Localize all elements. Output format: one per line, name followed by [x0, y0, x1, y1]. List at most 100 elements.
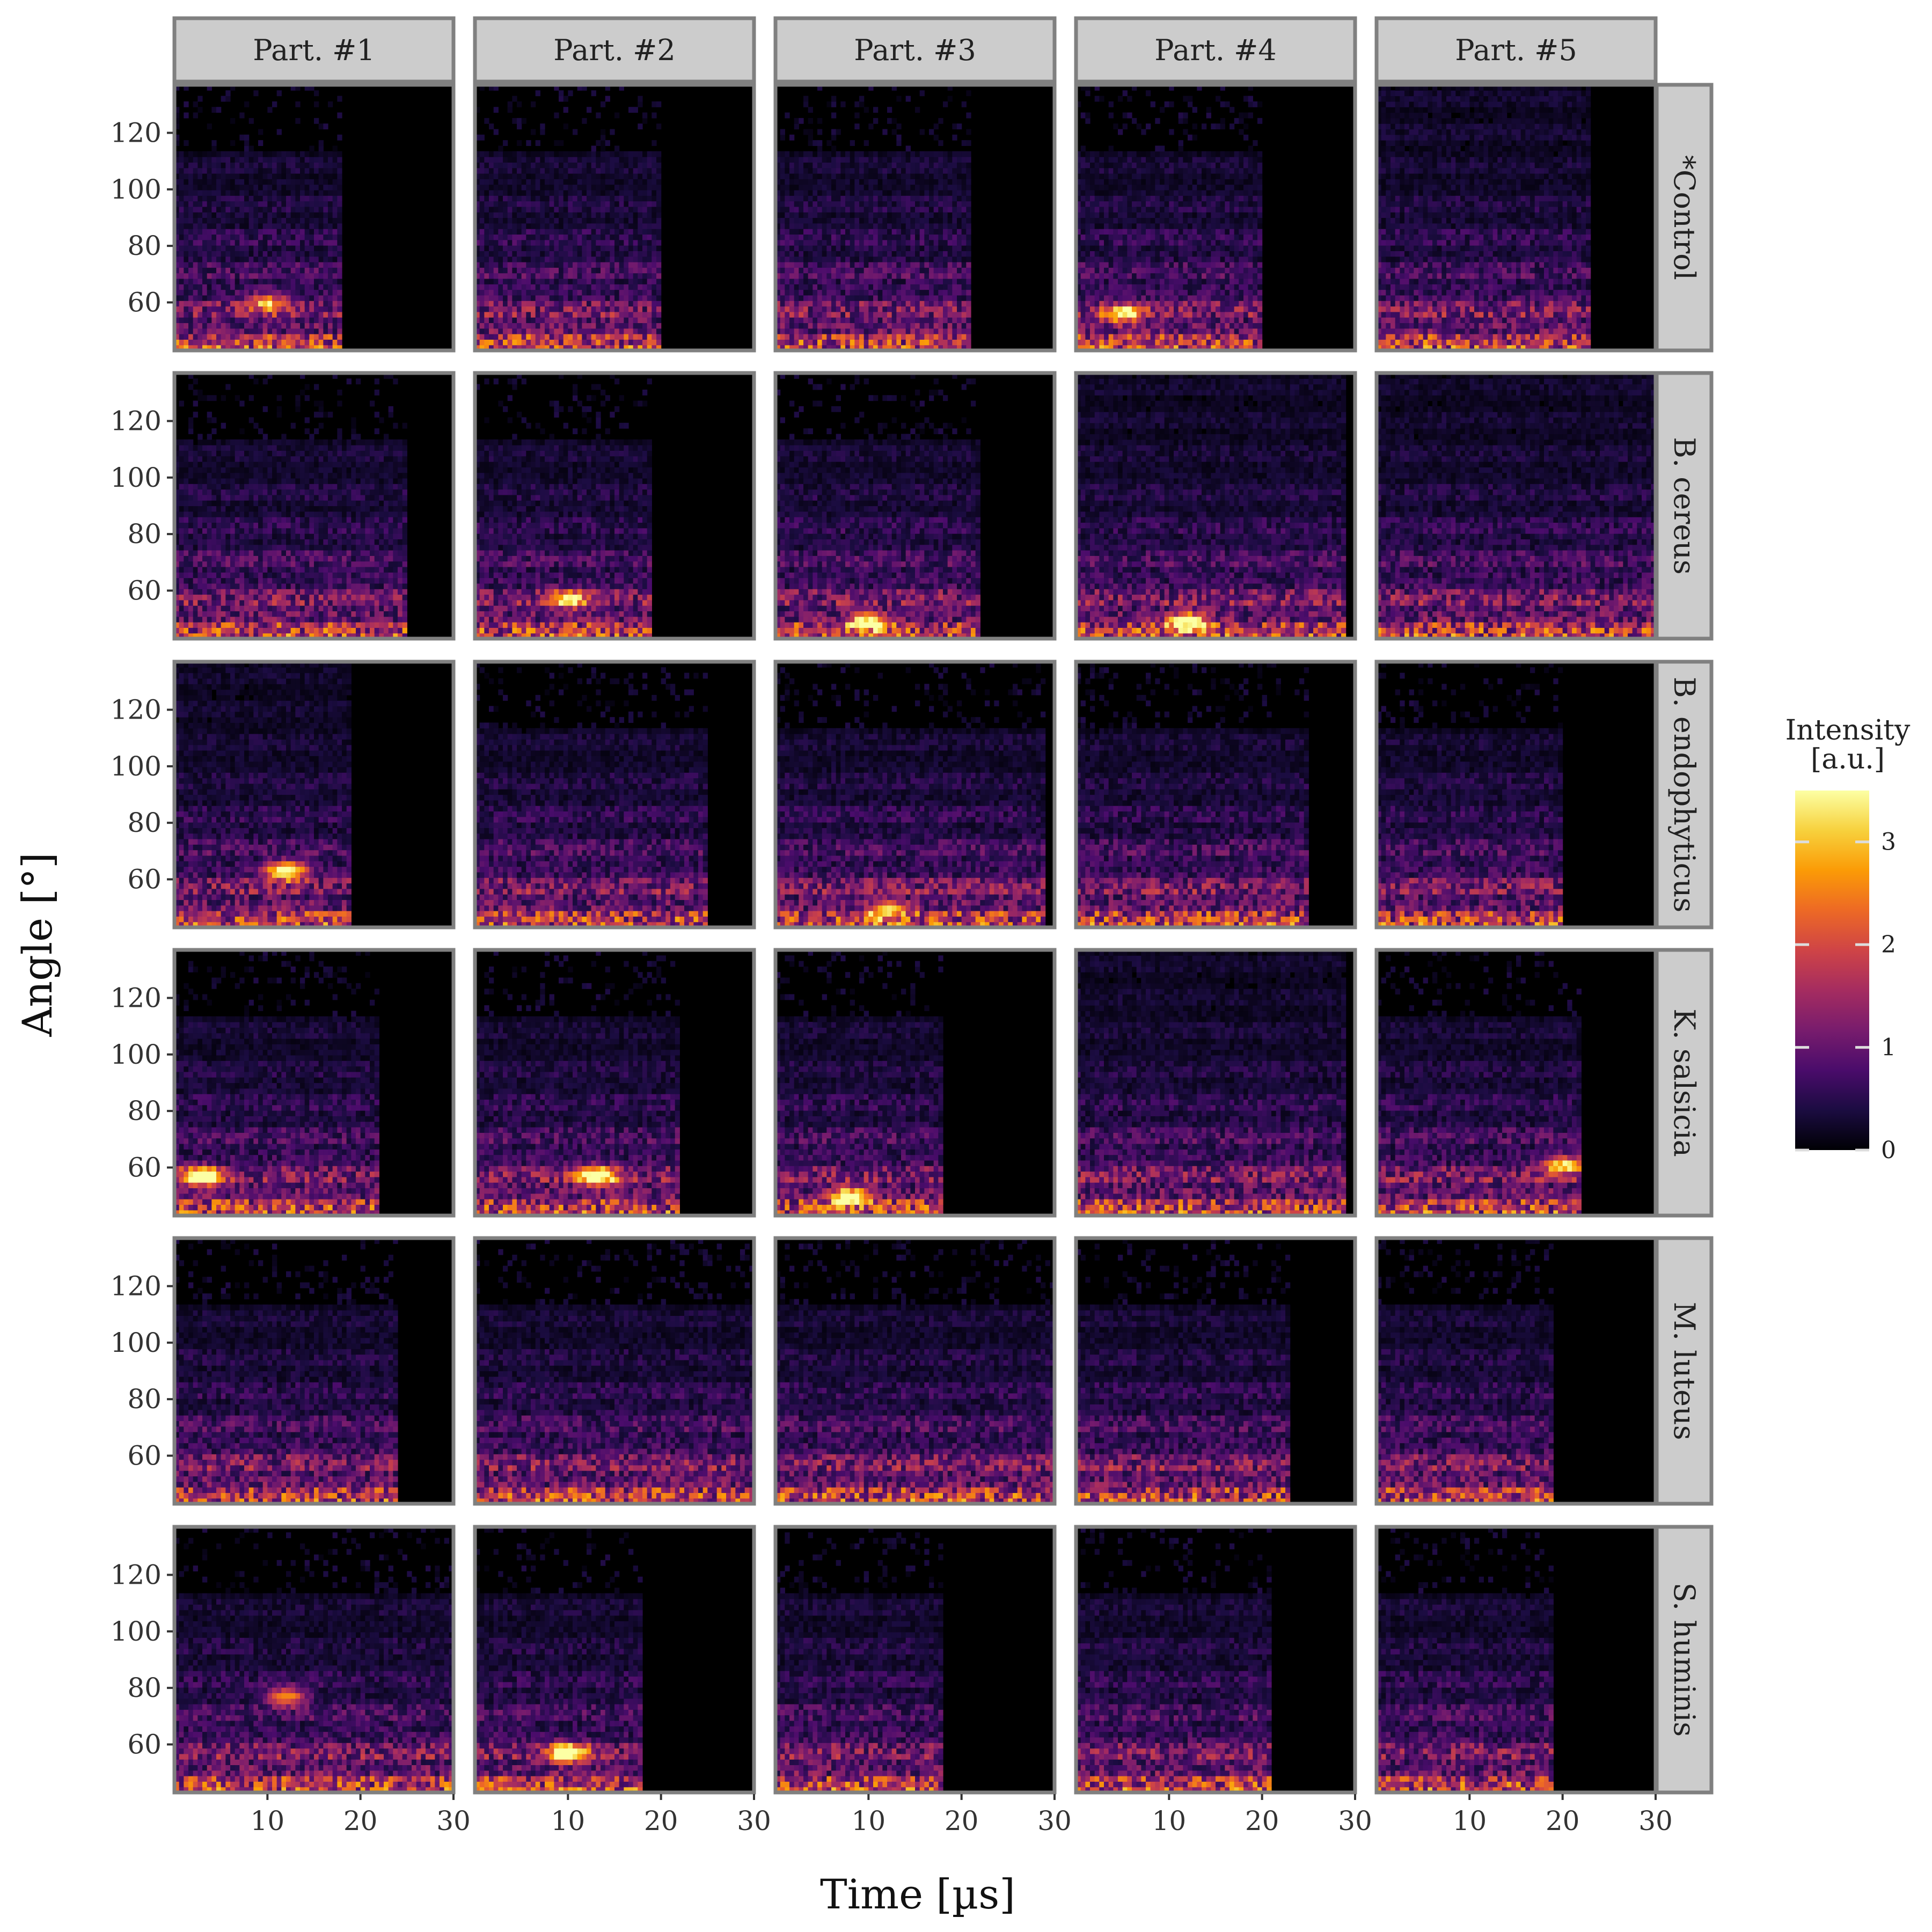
heatmap-cell	[656, 157, 662, 163]
heatmap-cell	[517, 173, 522, 179]
heatmap-cell	[248, 339, 254, 346]
heatmap-cell	[929, 295, 934, 301]
heatmap-cell	[484, 151, 489, 157]
heatmap-cell	[1099, 306, 1104, 312]
heatmap-cell	[230, 317, 236, 324]
heatmap-cell	[309, 317, 314, 324]
heatmap-cell	[507, 306, 513, 312]
heatmap-cell	[493, 295, 499, 301]
heatmap-cell	[554, 140, 559, 147]
heatmap-cell	[337, 273, 342, 279]
heatmap-cell	[933, 295, 939, 301]
heatmap-cell	[850, 184, 855, 191]
heatmap-cell	[896, 212, 902, 218]
heatmap-cell	[272, 323, 277, 329]
heatmap-cell	[507, 262, 513, 268]
heatmap-cell	[803, 245, 809, 251]
heatmap-cell	[966, 140, 971, 147]
heatmap-cell	[1076, 223, 1081, 229]
heatmap-cell	[961, 262, 967, 268]
heatmap-cell	[493, 195, 499, 202]
heatmap-cell	[281, 195, 287, 202]
heatmap-cell	[489, 284, 494, 290]
heatmap-cell	[517, 151, 522, 157]
heatmap-cell	[309, 301, 314, 307]
heatmap-cell	[521, 118, 526, 124]
heatmap-cell	[517, 239, 522, 246]
heatmap-cell	[652, 223, 657, 229]
heatmap-cell	[647, 323, 652, 329]
heatmap-cell	[947, 295, 953, 301]
heatmap-cell	[596, 339, 601, 346]
heatmap-cell	[221, 157, 226, 163]
heatmap-cell	[244, 256, 250, 262]
heatmap-cell	[919, 317, 925, 324]
heatmap-cell	[188, 262, 194, 268]
heatmap-cell	[638, 229, 643, 235]
heatmap-cell	[966, 239, 971, 246]
heatmap-cell	[966, 157, 971, 163]
heatmap-cell	[253, 267, 259, 274]
heatmap-cell	[1132, 167, 1137, 174]
heatmap-cell	[1113, 345, 1118, 351]
heatmap-cell	[290, 229, 296, 235]
heatmap-cell	[966, 334, 971, 340]
heatmap-cell	[854, 157, 860, 163]
heatmap-cell	[531, 129, 536, 135]
heatmap-cell	[337, 323, 342, 329]
heatmap-cell	[290, 251, 296, 257]
heatmap-cell	[1118, 167, 1123, 174]
heatmap-cell	[803, 206, 809, 213]
heatmap-cell	[850, 234, 855, 240]
heatmap-cell	[840, 184, 846, 191]
heatmap-cell	[896, 217, 902, 224]
heatmap-cell	[1122, 295, 1128, 301]
heatmap-cell	[873, 311, 879, 318]
heatmap-cell	[262, 212, 268, 218]
heatmap-cell	[216, 317, 222, 324]
heatmap-cell	[619, 239, 624, 246]
heatmap-cell	[295, 328, 301, 334]
heatmap-cell	[910, 334, 916, 340]
heatmap-cell	[891, 234, 897, 240]
heatmap-cell	[822, 217, 827, 224]
heatmap-cell	[817, 151, 823, 157]
heatmap-cell	[304, 311, 310, 318]
heatmap-cell	[614, 328, 620, 334]
heatmap-cell	[304, 251, 310, 257]
heatmap-cell	[225, 334, 231, 340]
heatmap-cell	[1076, 239, 1081, 246]
heatmap-cell	[624, 217, 629, 224]
heatmap-cell	[239, 317, 245, 324]
heatmap-cell	[197, 167, 203, 174]
heatmap-cell	[780, 262, 785, 268]
heatmap-cell	[863, 251, 869, 257]
heatmap-cell	[647, 284, 652, 290]
heatmap-cell	[947, 301, 953, 307]
heatmap-cell	[826, 195, 832, 202]
heatmap-cell	[489, 245, 494, 251]
heatmap-cell	[863, 295, 869, 301]
heatmap-cell	[591, 295, 596, 301]
heatmap-cell	[1090, 167, 1095, 174]
heatmap-cell	[498, 339, 503, 346]
heatmap-cell	[601, 328, 606, 334]
heatmap-cell	[300, 151, 305, 157]
heatmap-cell	[780, 195, 785, 202]
heatmap-cell	[1113, 151, 1118, 157]
heatmap-cell	[887, 245, 892, 251]
heatmap-cell	[624, 162, 629, 169]
heatmap-cell	[905, 201, 911, 207]
heatmap-cell	[1122, 151, 1128, 157]
heatmap-cell	[535, 273, 540, 279]
heatmap-cell	[789, 201, 795, 207]
heatmap-cell	[652, 306, 657, 312]
heatmap-cell	[498, 284, 503, 290]
heatmap-cell	[207, 157, 212, 163]
heatmap-cell	[789, 151, 795, 157]
heatmap-cell	[587, 323, 592, 329]
heatmap-cell	[633, 157, 638, 163]
heatmap-cell	[808, 301, 813, 307]
heatmap-cell	[863, 189, 869, 196]
heatmap-cell	[873, 195, 879, 202]
